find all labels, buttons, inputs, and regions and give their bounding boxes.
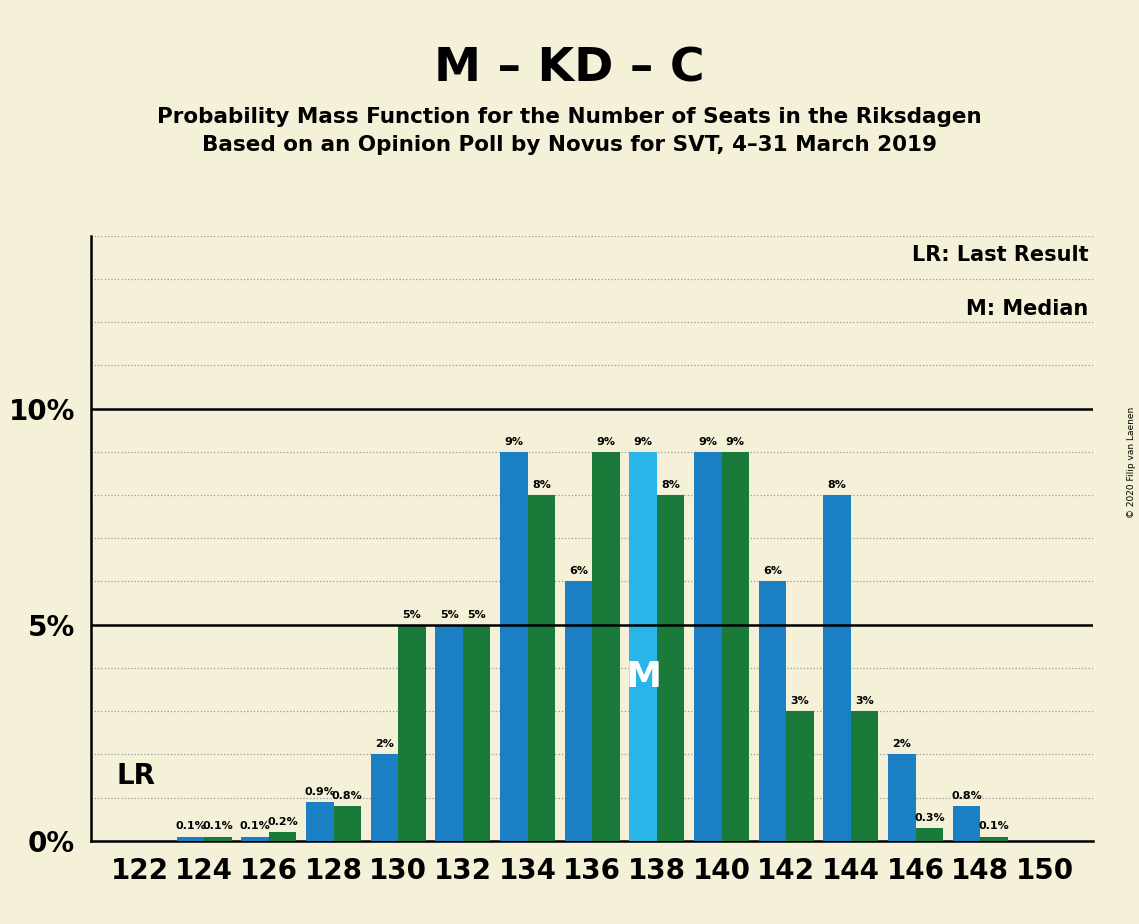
Bar — [462, 625, 491, 841]
Text: M: M — [625, 661, 662, 695]
Text: 5%: 5% — [403, 610, 421, 619]
Text: 0.9%: 0.9% — [304, 786, 335, 796]
Text: 5%: 5% — [467, 610, 486, 619]
Text: Probability Mass Function for the Number of Seats in the Riksdagen: Probability Mass Function for the Number… — [157, 107, 982, 128]
Text: 9%: 9% — [633, 436, 653, 446]
Bar — [435, 625, 462, 841]
Bar — [786, 711, 813, 841]
Text: 6%: 6% — [570, 566, 588, 577]
Bar — [630, 452, 657, 841]
Bar — [851, 711, 878, 841]
Text: 3%: 3% — [855, 696, 874, 706]
Bar — [916, 828, 943, 841]
Text: 6%: 6% — [763, 566, 782, 577]
Text: 0.8%: 0.8% — [331, 791, 362, 801]
Bar — [269, 833, 296, 841]
Text: LR: LR — [117, 762, 156, 790]
Bar — [953, 807, 981, 841]
Bar — [694, 452, 722, 841]
Text: M: Median: M: Median — [966, 299, 1089, 319]
Bar — [565, 581, 592, 841]
Text: 9%: 9% — [597, 436, 615, 446]
Text: 0.1%: 0.1% — [203, 821, 233, 832]
Bar — [241, 836, 269, 841]
Text: 9%: 9% — [698, 436, 718, 446]
Text: 8%: 8% — [662, 480, 680, 490]
Bar — [204, 836, 231, 841]
Bar — [592, 452, 620, 841]
Bar — [371, 754, 399, 841]
Text: 2%: 2% — [893, 739, 911, 749]
Bar — [888, 754, 916, 841]
Bar — [306, 802, 334, 841]
Bar — [823, 495, 851, 841]
Text: 9%: 9% — [505, 436, 524, 446]
Bar — [399, 625, 426, 841]
Text: 5%: 5% — [440, 610, 459, 619]
Text: M – KD – C: M – KD – C — [434, 47, 705, 91]
Bar — [981, 836, 1008, 841]
Text: 3%: 3% — [790, 696, 810, 706]
Text: 8%: 8% — [828, 480, 846, 490]
Text: 2%: 2% — [375, 739, 394, 749]
Text: 8%: 8% — [532, 480, 551, 490]
Text: Based on an Opinion Poll by Novus for SVT, 4–31 March 2019: Based on an Opinion Poll by Novus for SV… — [202, 135, 937, 155]
Text: 9%: 9% — [726, 436, 745, 446]
Text: 0.1%: 0.1% — [978, 821, 1009, 832]
Bar — [657, 495, 685, 841]
Text: 0.3%: 0.3% — [913, 813, 944, 822]
Bar — [334, 807, 361, 841]
Bar — [500, 452, 527, 841]
Text: 0.8%: 0.8% — [951, 791, 982, 801]
Bar — [722, 452, 749, 841]
Text: 0.1%: 0.1% — [240, 821, 271, 832]
Text: LR: Last Result: LR: Last Result — [912, 245, 1089, 264]
Text: 0.2%: 0.2% — [268, 817, 298, 827]
Bar — [527, 495, 555, 841]
Text: © 2020 Filip van Laenen: © 2020 Filip van Laenen — [1126, 407, 1136, 517]
Bar — [177, 836, 204, 841]
Bar — [759, 581, 786, 841]
Text: 0.1%: 0.1% — [175, 821, 206, 832]
